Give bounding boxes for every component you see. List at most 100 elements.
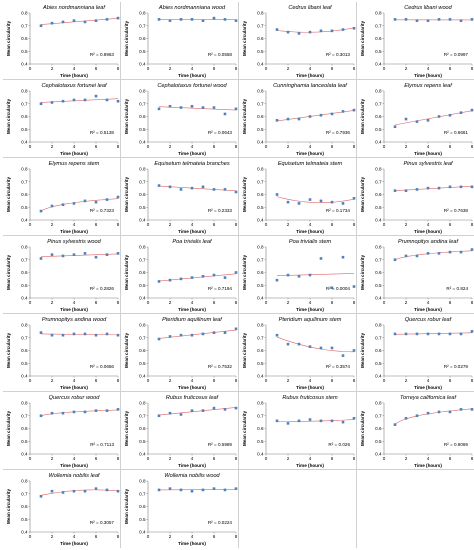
- x-tick-label: 8: [117, 144, 120, 149]
- y-tick-label: 0.5: [375, 49, 382, 54]
- chart-panel: Poa trivialis leaf 0.4 0.5 0.6 0.7 0.8 0 2 4 6 8 Ti…: [121, 236, 239, 314]
- data-point: [393, 423, 397, 426]
- y-tick-label: 0.4: [139, 374, 146, 379]
- x-tick-label: 0: [147, 378, 150, 383]
- y-tick-label: 0.5: [139, 283, 146, 288]
- data-point: [157, 184, 161, 187]
- data-point: [393, 332, 397, 336]
- x-axis-label: Time (hours): [414, 73, 442, 78]
- data-point: [275, 28, 279, 31]
- data-point: [319, 419, 323, 423]
- y-axis-label: Mean circularity: [360, 99, 365, 134]
- y-axis-label: Mean circularity: [360, 333, 365, 368]
- y-tick-label: 0.6: [21, 504, 28, 509]
- y-tick-label: 0.4: [257, 374, 264, 379]
- chart-title: Pteridium aquilinum stem: [279, 317, 342, 323]
- y-tick-label: 0.7: [375, 101, 382, 106]
- data-point: [352, 417, 356, 420]
- data-point: [308, 30, 312, 34]
- x-tick-label: 2: [405, 66, 408, 71]
- y-tick-label: 0.8: [257, 167, 264, 172]
- data-point: [470, 330, 474, 333]
- data-point: [330, 286, 334, 290]
- data-point: [393, 258, 397, 262]
- chart-svg: Prumnopitys andina wood 0.4 0.5 0.6 0.7 0.8 0 2…: [6, 317, 120, 390]
- data-point: [234, 271, 238, 274]
- y-axis-label: Mean circularity: [242, 411, 247, 446]
- y-tick-label: 0.8: [257, 401, 264, 406]
- y-tick-label: 0.4: [139, 218, 146, 223]
- x-tick-label: 2: [169, 456, 172, 461]
- x-axis-label: Time (hours): [178, 229, 206, 234]
- x-tick-label: 4: [73, 66, 76, 71]
- data-point: [83, 332, 87, 336]
- data-point: [61, 254, 65, 258]
- y-axis-label: Mean circularity: [242, 333, 247, 368]
- data-point: [212, 331, 216, 334]
- x-axis-label: Time (hours): [178, 73, 206, 78]
- y-tick-label: 0.8: [21, 167, 28, 172]
- x-tick-label: 2: [287, 66, 290, 71]
- r-squared-label: R² = 0.6661: [444, 130, 469, 135]
- data-point: [352, 27, 356, 30]
- chart-svg: Pinus sylvestris wood 0.4 0.5 0.6 0.7 0.8 0 2 4 6…: [6, 239, 120, 312]
- panel-divider-vertical: [356, 2, 357, 548]
- y-tick-label: 0.6: [375, 426, 382, 431]
- data-point: [212, 406, 216, 410]
- data-point: [212, 16, 216, 20]
- r-squared-label: R² = 0.0558: [208, 52, 233, 57]
- r-squared-label: R² = 0.7532: [208, 364, 233, 369]
- x-tick-label: 8: [353, 222, 356, 227]
- data-point: [116, 333, 120, 337]
- x-tick-label: 8: [353, 456, 356, 461]
- x-tick-label: 4: [73, 222, 76, 227]
- x-tick-label: 0: [265, 300, 268, 305]
- y-tick-label: 0.7: [375, 179, 382, 184]
- data-point: [308, 273, 312, 277]
- chart-svg: Wollemia nobilis leaf 0.4 0.5 0.6 0.7 0.8 0 2 4 6…: [6, 473, 120, 546]
- x-tick-label: 8: [235, 534, 238, 539]
- x-axis-label: Time (hours): [60, 73, 88, 78]
- y-tick-label: 0.6: [375, 270, 382, 275]
- y-tick-label: 0.7: [21, 413, 28, 418]
- data-point: [39, 257, 43, 260]
- y-axis-label: Mean circularity: [6, 489, 11, 524]
- x-axis-label: Time (hours): [60, 151, 88, 156]
- x-tick-label: 4: [427, 378, 430, 383]
- x-tick-label: 6: [449, 456, 452, 461]
- data-point: [404, 18, 408, 21]
- data-point: [190, 489, 194, 493]
- data-point: [437, 186, 441, 190]
- r-squared-label: R² = 0.7323: [90, 208, 115, 213]
- chart-title: Equisetum telmateia stem: [278, 161, 343, 167]
- chart-panel: Abies nordmanniana leaf 0.4 0.5 0.6 0.7 0.8 0 2…: [3, 2, 121, 80]
- data-point: [72, 332, 76, 336]
- chart-panel: Cunninghamia lanceolata leaf 0.4 0.5 0.6 0.7…: [239, 80, 357, 158]
- y-tick-label: 0.7: [375, 335, 382, 340]
- y-tick-label: 0.4: [139, 452, 146, 457]
- r-squared-label: R² = 0.0004: [326, 286, 351, 291]
- chart-title: Cedrus libani wood: [404, 5, 452, 11]
- x-tick-label: 8: [353, 66, 356, 71]
- x-tick-label: 2: [287, 300, 290, 305]
- data-point: [190, 409, 194, 412]
- data-point: [94, 255, 98, 259]
- chart-title: Quercus robur wood: [49, 395, 101, 401]
- data-point: [179, 277, 183, 281]
- x-tick-label: 6: [331, 144, 334, 149]
- data-point: [212, 106, 216, 109]
- trend-line: [394, 110, 473, 126]
- data-point: [168, 185, 172, 189]
- data-point: [470, 185, 474, 189]
- chart-panel: Prumnopitys andina wood 0.4 0.5 0.6 0.7 0.8 0 2…: [3, 314, 121, 392]
- data-point: [470, 18, 474, 21]
- x-tick-label: 8: [117, 456, 120, 461]
- x-tick-label: 8: [235, 66, 238, 71]
- panel-divider-horizontal: [3, 157, 474, 158]
- y-tick-label: 0.6: [139, 270, 146, 275]
- chart-title: Prumnopitys andina wood: [42, 317, 107, 323]
- x-tick-label: 2: [169, 222, 172, 227]
- data-point: [94, 200, 98, 204]
- trend-line: [158, 106, 237, 111]
- data-point: [470, 248, 474, 251]
